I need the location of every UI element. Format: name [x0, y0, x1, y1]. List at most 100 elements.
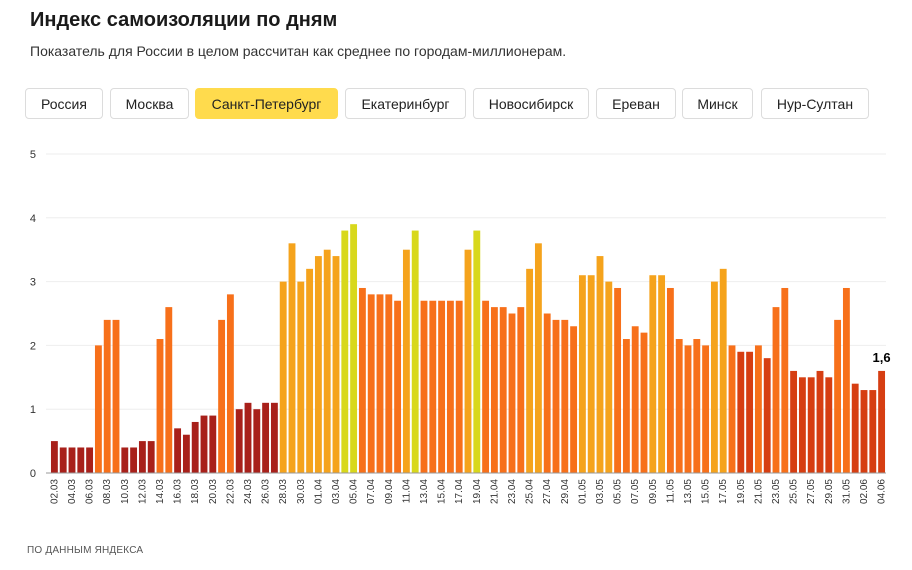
bar[interactable] — [807, 377, 815, 473]
bar[interactable] — [446, 300, 454, 473]
bar[interactable] — [367, 294, 375, 473]
bar[interactable] — [719, 268, 727, 473]
bar[interactable] — [605, 281, 613, 473]
bar[interactable] — [121, 447, 129, 473]
bar[interactable] — [156, 339, 164, 473]
tab-moscow[interactable]: Москва — [110, 88, 189, 119]
bar[interactable] — [130, 447, 138, 473]
bar[interactable] — [693, 339, 701, 473]
bar[interactable] — [710, 281, 718, 473]
bar[interactable] — [587, 275, 595, 473]
tab-yerevan[interactable]: Ереван — [596, 88, 676, 119]
bar[interactable] — [455, 300, 463, 473]
bar[interactable] — [253, 409, 261, 473]
bar[interactable] — [376, 294, 384, 473]
tab-nur-sultan[interactable]: Нур-Султан — [761, 88, 869, 119]
bar[interactable] — [798, 377, 806, 473]
bar[interactable] — [543, 313, 551, 474]
bar[interactable] — [429, 300, 437, 473]
bar[interactable] — [878, 370, 886, 473]
bar[interactable] — [323, 249, 331, 473]
bar[interactable] — [438, 300, 446, 473]
bar[interactable] — [341, 230, 349, 473]
bar[interactable] — [94, 345, 102, 473]
bar[interactable] — [200, 415, 208, 473]
tab-minsk[interactable]: Минск — [682, 88, 753, 119]
bar[interactable] — [235, 409, 243, 473]
bar[interactable] — [869, 390, 877, 473]
bar[interactable] — [50, 441, 58, 473]
bar[interactable] — [534, 243, 542, 473]
bar[interactable] — [332, 256, 340, 473]
bar[interactable] — [790, 370, 798, 473]
bar[interactable] — [508, 313, 516, 474]
bar[interactable] — [174, 428, 182, 473]
bar[interactable] — [182, 434, 190, 473]
bar[interactable] — [297, 281, 305, 473]
tab-saint-petersburg[interactable]: Санкт-Петербург — [195, 88, 338, 119]
bar[interactable] — [77, 447, 85, 473]
bar[interactable] — [482, 300, 490, 473]
bar[interactable] — [825, 377, 833, 473]
tab-yekaterinburg[interactable]: Екатеринбург — [345, 88, 466, 119]
bar[interactable] — [350, 224, 358, 473]
bar[interactable] — [473, 230, 481, 473]
bar[interactable] — [112, 319, 120, 473]
bar[interactable] — [631, 326, 639, 473]
bar[interactable] — [596, 256, 604, 473]
bar[interactable] — [68, 447, 76, 473]
bar[interactable] — [834, 319, 842, 473]
bar[interactable] — [420, 300, 428, 473]
bar[interactable] — [578, 275, 586, 473]
bar[interactable] — [781, 287, 789, 473]
bar[interactable] — [270, 402, 278, 473]
bar[interactable] — [842, 287, 850, 473]
bar[interactable] — [737, 351, 745, 473]
bar[interactable] — [622, 339, 630, 473]
bar[interactable] — [411, 230, 419, 473]
bar[interactable] — [490, 307, 498, 473]
bar[interactable] — [763, 358, 771, 473]
bar[interactable] — [860, 390, 868, 473]
bar[interactable] — [499, 307, 507, 473]
bar[interactable] — [561, 319, 569, 473]
bar[interactable] — [59, 447, 67, 473]
bar[interactable] — [851, 383, 859, 473]
bar[interactable] — [772, 307, 780, 473]
bar[interactable] — [666, 287, 674, 473]
bar[interactable] — [165, 307, 173, 473]
bar[interactable] — [209, 415, 217, 473]
bar[interactable] — [279, 281, 287, 473]
bar[interactable] — [402, 249, 410, 473]
bar[interactable] — [517, 307, 525, 473]
bar[interactable] — [314, 256, 322, 473]
bar[interactable] — [262, 402, 270, 473]
bar[interactable] — [147, 441, 155, 473]
bar[interactable] — [306, 268, 314, 473]
bar[interactable] — [138, 441, 146, 473]
bar[interactable] — [394, 300, 402, 473]
bar[interactable] — [614, 287, 622, 473]
bar[interactable] — [385, 294, 393, 473]
bar[interactable] — [218, 319, 226, 473]
bar[interactable] — [658, 275, 666, 473]
bar[interactable] — [754, 345, 762, 473]
tab-novosibirsk[interactable]: Новосибирск — [473, 88, 589, 119]
bar[interactable] — [552, 319, 560, 473]
bar[interactable] — [728, 345, 736, 473]
bar[interactable] — [649, 275, 657, 473]
bar[interactable] — [358, 287, 366, 473]
bar[interactable] — [746, 351, 754, 473]
bar[interactable] — [191, 421, 199, 473]
bar[interactable] — [684, 345, 692, 473]
bar[interactable] — [526, 268, 534, 473]
bar[interactable] — [288, 243, 296, 473]
bar[interactable] — [86, 447, 94, 473]
bar[interactable] — [226, 294, 234, 473]
bar[interactable] — [244, 402, 252, 473]
bar[interactable] — [464, 249, 472, 473]
bar[interactable] — [640, 332, 648, 473]
bar[interactable] — [816, 370, 824, 473]
bar[interactable] — [570, 326, 578, 473]
tab-russia[interactable]: Россия — [25, 88, 103, 119]
